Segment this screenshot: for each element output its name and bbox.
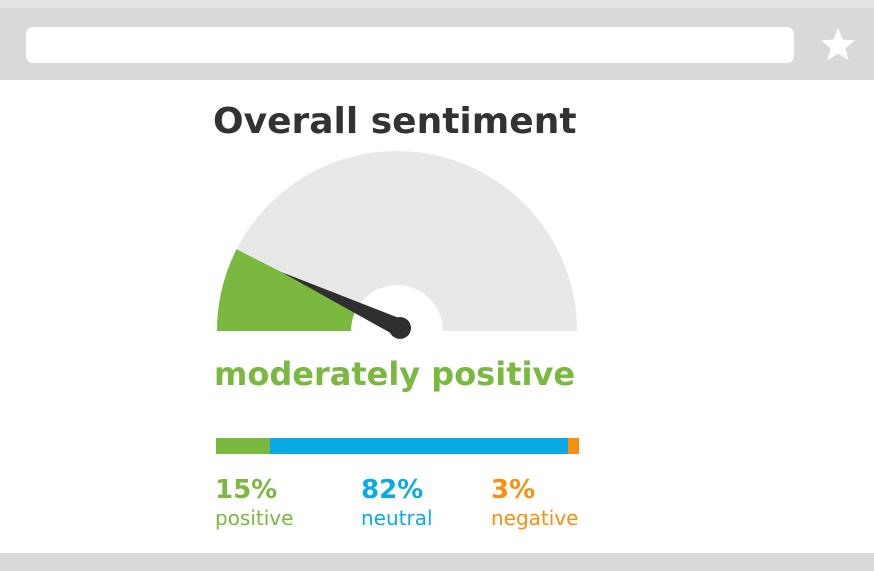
bar-segment-positive [216, 438, 271, 454]
stat-label-positive: positive [215, 506, 294, 530]
browser-bottom-bar [0, 553, 874, 571]
widget-title: Overall sentiment [213, 101, 577, 142]
browser-toolbar [0, 0, 874, 80]
stat-label-neutral: neutral [361, 506, 433, 530]
gauge-hub [389, 317, 411, 339]
address-bar[interactable] [26, 27, 794, 63]
sentiment-verdict: moderately positive [214, 355, 576, 393]
stat-label-negative: negative [491, 506, 579, 530]
stat-value-positive: 15% [215, 475, 278, 505]
distribution-bar [216, 438, 579, 454]
stat-value-negative: 3% [491, 475, 536, 505]
star-icon[interactable] [818, 26, 858, 64]
bar-segment-negative [568, 438, 579, 454]
toolbar-edge [0, 0, 874, 8]
stat-positive: 15% positive [215, 475, 293, 531]
gauge-fill [217, 249, 357, 331]
stat-value-neutral: 82% [361, 475, 424, 505]
gauge-needle [281, 272, 404, 337]
stat-neutral: 82% neutral [361, 475, 433, 531]
bar-segment-neutral [270, 438, 569, 454]
stat-negative: 3% negative [491, 475, 578, 531]
